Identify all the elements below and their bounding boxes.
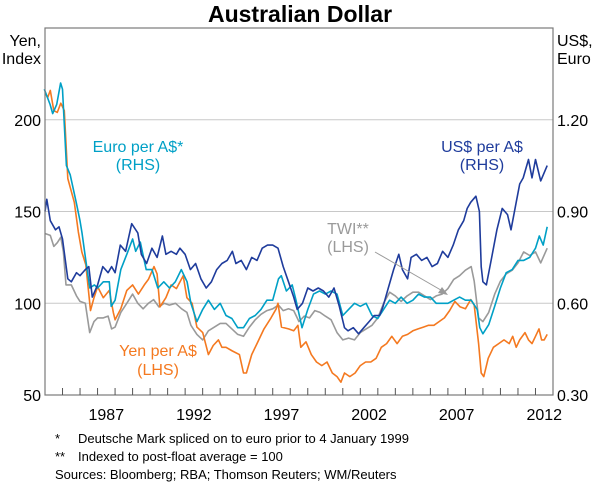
left-axis-label-line1: Yen, [10,33,41,50]
x-tick-label: 1992 [176,407,212,424]
twi-axis-note: (LHS) [327,239,369,256]
yen-axis-note: (LHS) [137,362,179,379]
series-line-euro-per-a [43,82,548,335]
euro-axis-note: (RHS) [116,157,160,174]
twi-arrow-head-icon [438,287,448,295]
sources: Sources: Bloomberg; RBA; Thomson Reuters… [55,467,397,482]
right-y-tick-labels: 0.30 0.60 0.90 1.20 [557,113,588,405]
right-axis-label-line1: US$, [557,33,593,50]
left-tick-label: 200 [14,113,41,130]
twi-label: TWI** [327,221,369,238]
yen-label: Yen per A$ [119,343,197,360]
twi-arrow-line [374,251,447,294]
series-line-twi [44,232,548,341]
x-tick-labels: 1987 1992 1997 2002 2007 2012 [89,407,563,424]
chart-title: Australian Dollar [208,1,392,27]
usd-label: US$ per A$ [441,139,523,156]
x-tick-label: 1987 [89,407,125,424]
x-tick-label: 2002 [351,407,387,424]
right-tick-label: 0.90 [557,205,588,222]
annotations: Euro per A$* (RHS) US$ per A$ (RHS) TWI*… [93,139,523,379]
footnotes: * Deutsche Mark spliced on to euro prior… [55,431,409,482]
x-tick-marks [62,388,536,395]
x-tick-label: 2007 [439,407,475,424]
right-tick-label: 0.30 [557,388,588,405]
footnote-1: Deutsche Mark spliced on to euro prior t… [78,431,409,446]
right-axis-label-line2: Euro [557,51,591,68]
x-tick-label: 1997 [264,407,300,424]
left-tick-label: 150 [14,205,41,222]
series-line-us-per-a [44,158,548,335]
euro-label: Euro per A$* [93,139,184,156]
right-tick-label: 1.20 [557,113,588,130]
left-axis-label-line2: Index [2,51,41,68]
right-tick-label: 0.60 [557,296,588,313]
left-tick-label: 100 [14,296,41,313]
usd-axis-note: (RHS) [460,157,504,174]
series-line-yen-per-a [44,89,548,383]
series-lines [43,82,548,383]
footnote-mark-2: ** [55,449,65,464]
footnote-2: Indexed to post-float average = 100 [78,449,283,464]
footnote-mark-1: * [55,431,60,446]
x-tick-label: 2012 [526,407,562,424]
left-tick-label: 50 [23,388,41,405]
plot-frame [44,27,554,396]
left-y-tick-labels: 50 100 150 200 [14,113,41,405]
